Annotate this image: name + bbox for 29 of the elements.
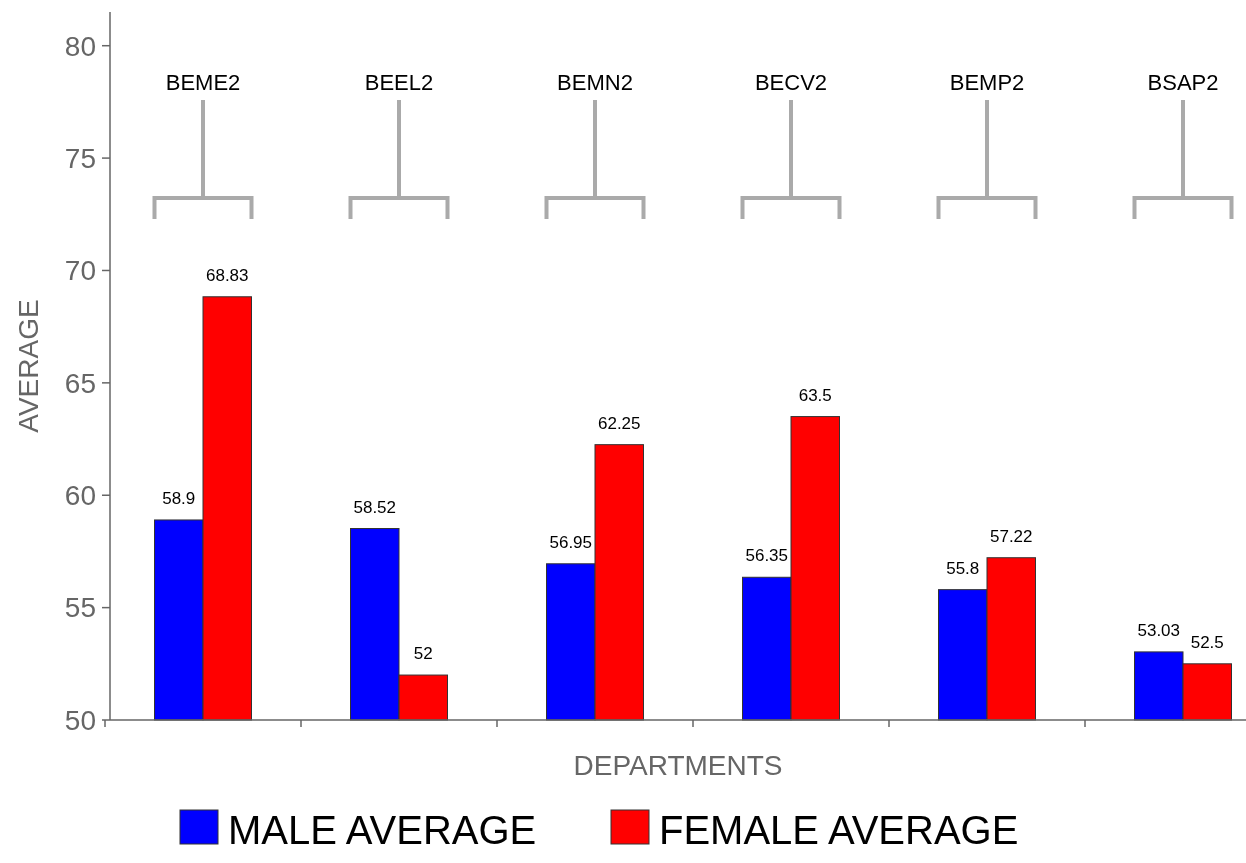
y-tick-label: 65	[64, 367, 96, 399]
data-label: 56.95	[549, 532, 593, 552]
x-tick-label: BEME2	[165, 70, 241, 95]
x-tick-label: BEMP2	[949, 70, 1025, 95]
data-label: 52	[413, 644, 433, 664]
data-label: 56.35	[745, 546, 789, 566]
data-label: 53.03	[1137, 620, 1181, 640]
data-label: 58.52	[353, 497, 397, 517]
data-label: 62.25	[597, 413, 641, 433]
data-label: 68.83	[205, 265, 249, 285]
data-label: 58.9	[162, 488, 196, 508]
data-label: 57.22	[989, 526, 1033, 546]
x-tick-label: BEEL2	[364, 70, 434, 95]
y-tick-label: 80	[64, 30, 96, 62]
data-label: 55.8	[946, 558, 980, 578]
y-tick-label: 70	[64, 255, 96, 287]
y-tick-label: 50	[64, 704, 96, 736]
x-axis-title: DEPARTMENTS	[573, 750, 783, 781]
legend-label: MALE AVERAGE	[228, 808, 537, 852]
data-label: 63.5	[798, 385, 832, 405]
x-tick-label: BEMN2	[557, 70, 633, 95]
legend-label: FEMALE AVERAGE	[659, 808, 1019, 852]
data-label: 52.5	[1190, 632, 1224, 652]
y-tick-label: 60	[64, 480, 96, 512]
y-axis-title: AVERAGE	[13, 299, 44, 433]
x-tick-label: BECV2	[754, 70, 828, 95]
y-tick-label: 75	[64, 142, 96, 174]
y-tick-label: 55	[64, 592, 96, 624]
x-tick-label: BSAP2	[1147, 70, 1219, 95]
